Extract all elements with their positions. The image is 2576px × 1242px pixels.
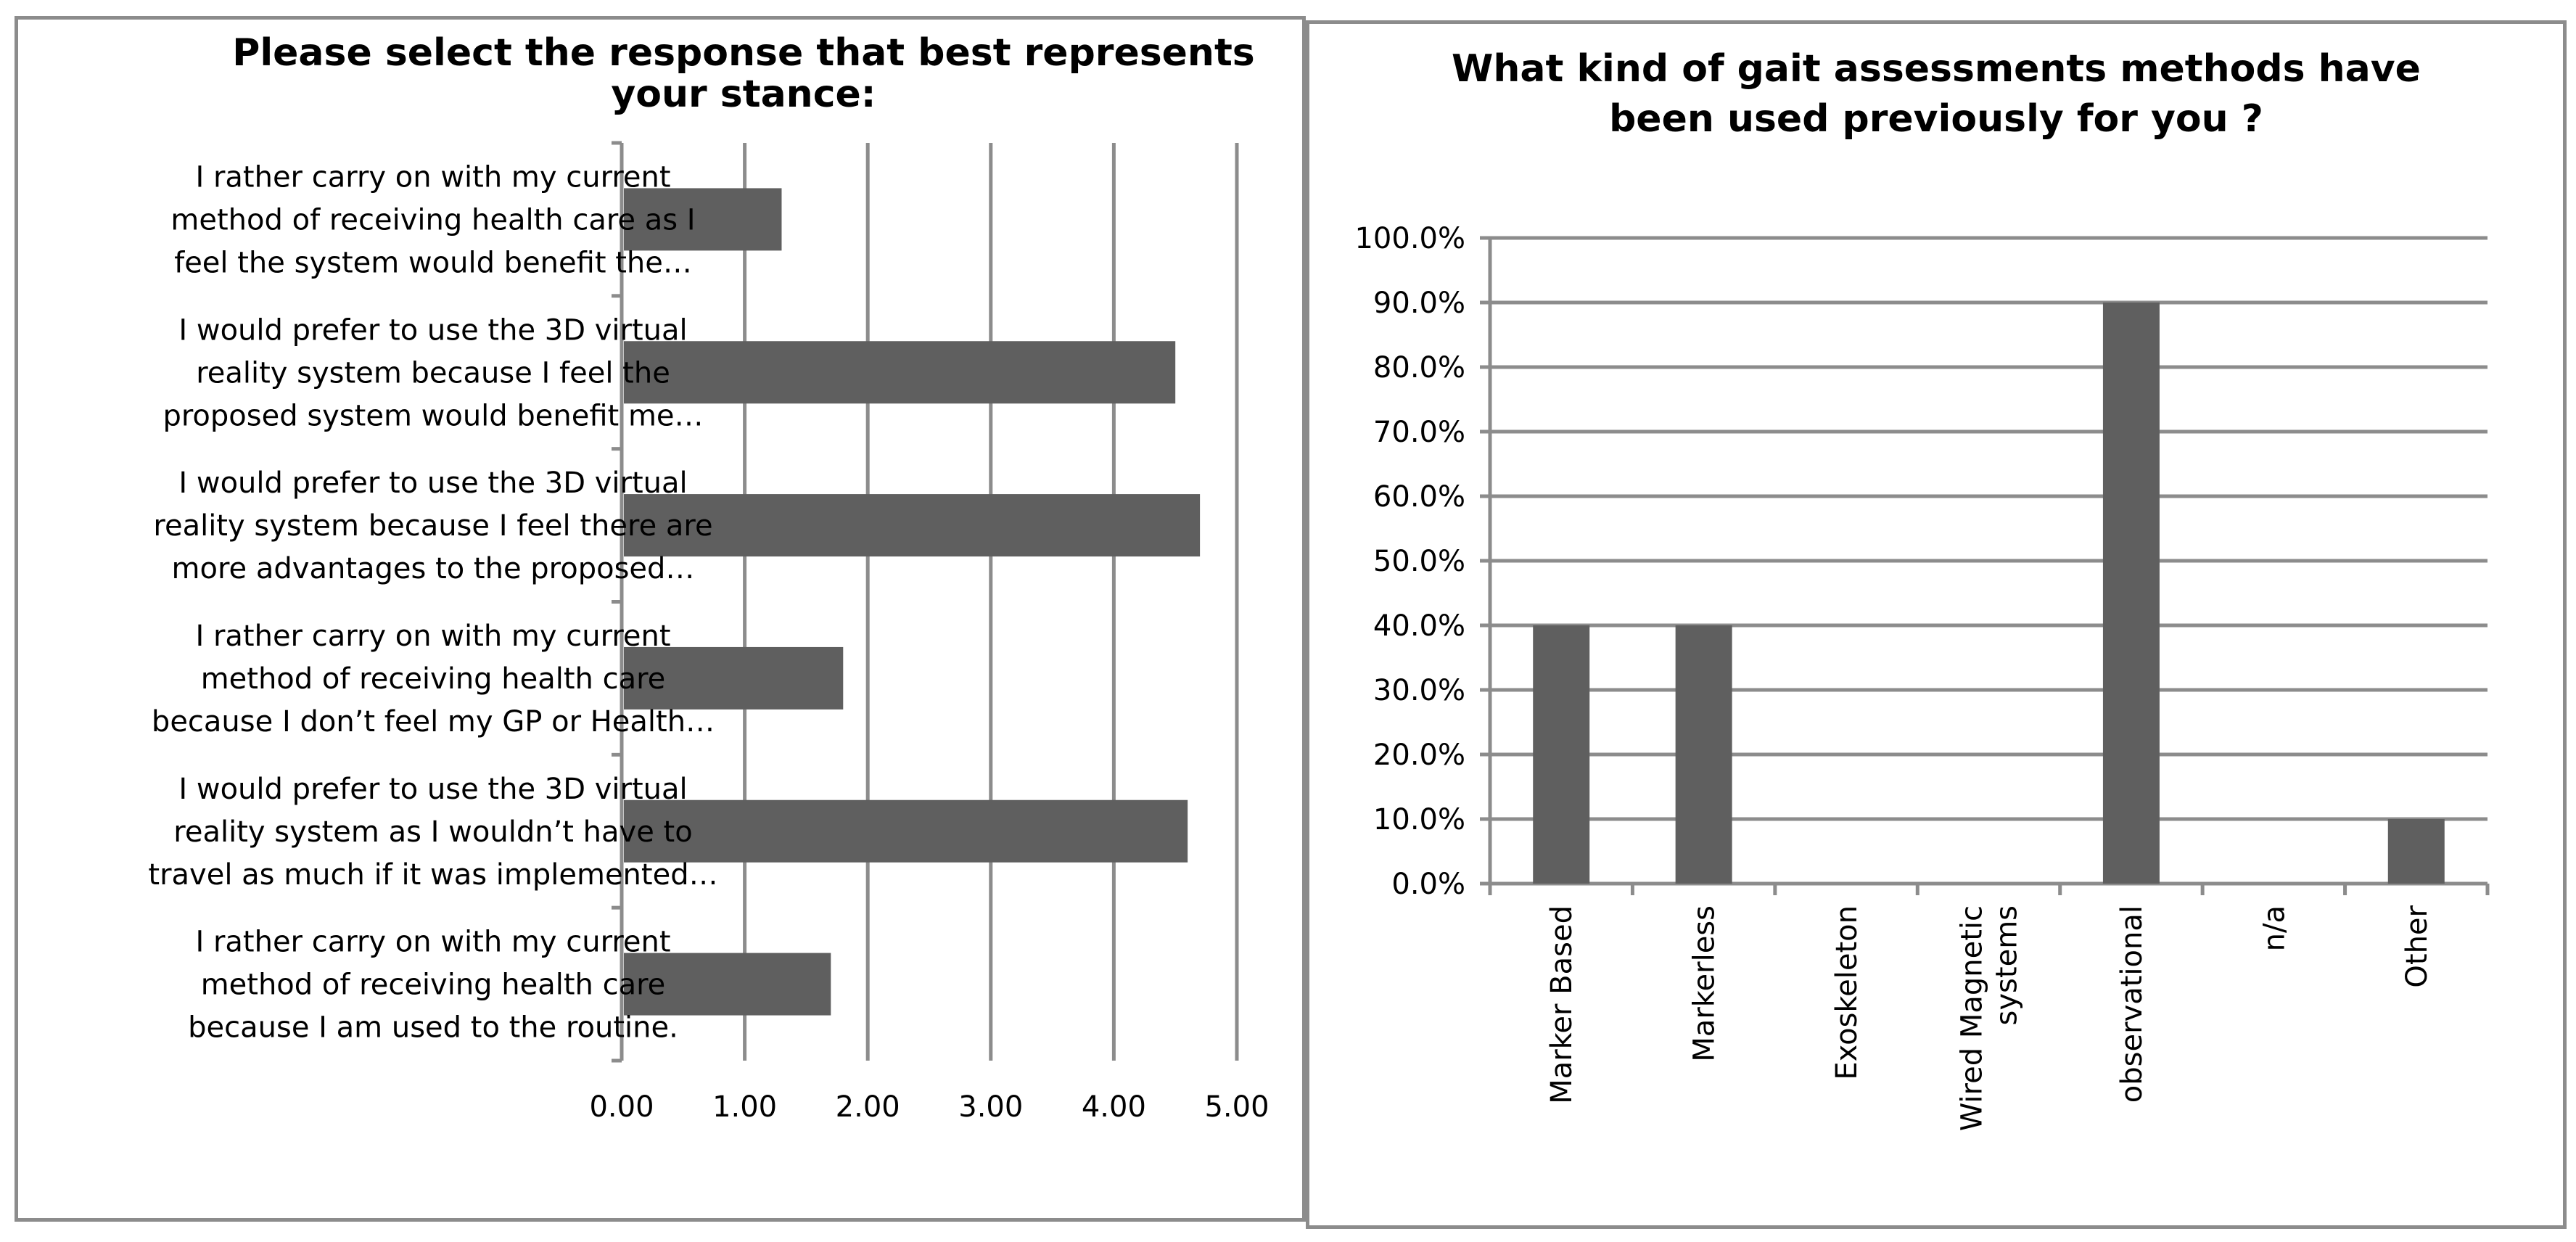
x-tick-label: 4.00 <box>1082 1090 1146 1124</box>
category-label: method of receiving health care as I <box>170 203 695 237</box>
category-label: reality system because I feel the <box>196 356 670 390</box>
category-label: n/a <box>2258 905 2291 951</box>
x-tick-label: 5.00 <box>1204 1090 1269 1124</box>
category-label: proposed system would benefit me… <box>162 399 703 432</box>
category-label: travel as much if it was implemented… <box>148 858 717 892</box>
bar <box>624 953 831 1016</box>
category-label: I rather carry on with my current <box>195 620 670 653</box>
bar <box>624 188 782 251</box>
x-tick-label: 0.00 <box>589 1090 654 1124</box>
category-label: reality system because I feel there are <box>153 509 712 543</box>
y-tick-label: 30.0% <box>1373 674 1465 707</box>
vertical-bar-chart: What kind of gait assessments methods ha… <box>1354 47 2490 1131</box>
bar <box>1533 625 1590 884</box>
bar <box>2387 819 2445 884</box>
category-label: I would prefer to use the 3D virtual <box>178 466 687 500</box>
category-label: feel the system would benefit the… <box>174 246 692 279</box>
y-tick-label: 90.0% <box>1373 287 1465 320</box>
y-tick-label: 70.0% <box>1373 416 1465 449</box>
category-label: I rather carry on with my current <box>195 160 670 194</box>
y-tick-label: 100.0% <box>1354 222 1465 255</box>
category-label: observational <box>2115 905 2149 1103</box>
category-label: method of receiving health care <box>201 662 666 696</box>
horizontal-bar-chart: Please select the response that best rep… <box>148 31 1269 1124</box>
category-label: because I don’t feel my GP or Health… <box>152 705 715 739</box>
category-label: I rather carry on with my current <box>195 926 670 959</box>
bar <box>624 646 844 710</box>
bar <box>2102 303 2160 884</box>
y-tick-label: 80.0% <box>1373 351 1465 384</box>
x-tick-label: 3.00 <box>958 1090 1023 1124</box>
bar <box>624 494 1201 557</box>
y-tick-label: 10.0% <box>1373 803 1465 836</box>
category-label: Marker Based <box>1545 905 1579 1104</box>
category-label: Other <box>2400 905 2434 987</box>
y-tick-label: 0.0% <box>1391 868 1465 901</box>
chart-title: your stance: <box>611 73 876 116</box>
x-tick-label: 2.00 <box>836 1090 900 1124</box>
category-label: more advantages to the proposed… <box>172 552 695 585</box>
y-tick-label: 20.0% <box>1373 739 1465 772</box>
category-label: reality system as I wouldn’t have to <box>173 815 692 849</box>
bar <box>624 341 1176 404</box>
chart-title: What kind of gait assessments methods ha… <box>1452 47 2421 91</box>
bar <box>1675 625 1732 884</box>
chart-panel-left: Please select the response that best rep… <box>15 16 1306 1222</box>
y-tick-label: 40.0% <box>1373 609 1465 643</box>
category-label: systems <box>1991 905 2024 1025</box>
y-tick-label: 60.0% <box>1373 480 1465 514</box>
chart-title: Please select the response that best rep… <box>232 31 1255 75</box>
category-label: Exoskeleton <box>1830 905 1864 1080</box>
y-tick-label: 50.0% <box>1373 545 1465 578</box>
category-label: I would prefer to use the 3D virtual <box>178 313 687 347</box>
chart-panel-right: What kind of gait assessments methods ha… <box>1306 20 2567 1229</box>
category-label: Markerless <box>1688 905 1721 1062</box>
chart-title: been used previously for you ? <box>1609 97 2263 141</box>
category-label: Wired Magnetic <box>1956 905 1989 1131</box>
bar <box>624 799 1188 863</box>
category-label: because I am used to the routine. <box>188 1011 678 1045</box>
x-tick-label: 1.00 <box>712 1090 777 1124</box>
category-label: method of receiving health care <box>201 968 666 1002</box>
category-label: I would prefer to use the 3D virtual <box>178 773 687 806</box>
